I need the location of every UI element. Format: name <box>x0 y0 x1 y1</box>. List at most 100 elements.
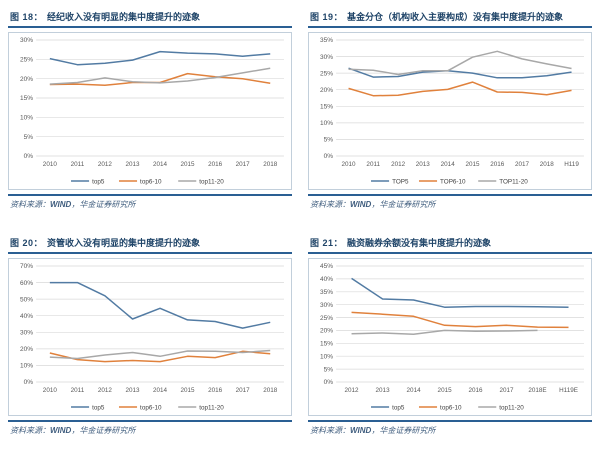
svg-text:10%: 10% <box>20 115 33 122</box>
fig19-label: 图 19： <box>310 12 344 22</box>
fig18-source-note: 资料来源：WIND，华金证券研究所 <box>8 199 292 210</box>
panel-fig18: 图 18： 经纪收入没有明显的集中度提升的迹象 0% 5% 10% 15% 20% 25%… <box>6 0 294 226</box>
svg-text:2015: 2015 <box>438 387 453 394</box>
svg-text:2017: 2017 <box>515 161 530 168</box>
svg-text:top11-20: top11-20 <box>199 178 224 185</box>
svg-text:top6-10: top6-10 <box>440 404 462 411</box>
fig21-divider <box>308 420 592 422</box>
fig20-title: 资管收入没有明显的集中度提升的迹象 <box>47 238 201 248</box>
svg-text:2014: 2014 <box>407 387 422 394</box>
svg-text:2017: 2017 <box>236 161 251 168</box>
fig18-label: 图 18： <box>10 12 44 22</box>
svg-text:2012: 2012 <box>345 387 360 394</box>
svg-text:20%: 20% <box>320 87 333 94</box>
svg-text:20%: 20% <box>20 76 33 83</box>
fig18-chart-frame: 0% 5% 10% 15% 20% 25% 30% 2010 2011 2012 2013 2014 2… <box>8 32 292 190</box>
source-wind: WIND <box>350 426 372 435</box>
svg-text:30%: 30% <box>320 302 333 309</box>
svg-text:5%: 5% <box>24 134 34 141</box>
svg-text:2010: 2010 <box>43 161 58 168</box>
svg-text:15%: 15% <box>320 341 333 348</box>
svg-text:2016: 2016 <box>208 387 223 394</box>
svg-text:TOP5: TOP5 <box>392 178 409 185</box>
svg-text:2013: 2013 <box>416 161 431 168</box>
fig18-title-row: 图 18： 经纪收入没有明显的集中度提升的迹象 <box>8 10 292 28</box>
svg-text:45%: 45% <box>320 263 333 270</box>
fig20-line-chart: 0% 10% 20% 30% 40% 50% 60% 70% 2010 2011 2012 2013 2… <box>20 263 284 411</box>
fig21-line-chart: 0% 5% 10% 15% 20% 25% 30% 35% 40% 45% 2012 2013 2014… <box>320 263 584 411</box>
svg-text:30%: 30% <box>320 54 333 61</box>
source-suffix: ，华金证券研究所 <box>371 200 436 209</box>
svg-text:2010: 2010 <box>342 161 357 168</box>
svg-text:2012: 2012 <box>98 161 113 168</box>
source-wind: WIND <box>50 200 72 209</box>
svg-text:2017: 2017 <box>236 387 251 394</box>
svg-text:top5: top5 <box>392 404 405 411</box>
svg-text:2014: 2014 <box>441 161 456 168</box>
svg-text:2010: 2010 <box>43 387 58 394</box>
svg-text:2017: 2017 <box>499 387 514 394</box>
source-suffix: ，华金证券研究所 <box>71 200 136 209</box>
svg-text:30%: 30% <box>20 37 33 44</box>
svg-text:50%: 50% <box>20 296 33 303</box>
panel-fig19: 图 19： 基金分仓（机构收入主要构成）没有集中度提升的迹象 0% 5% 10% 15… <box>306 0 594 226</box>
fig19-title-row: 图 19： 基金分仓（机构收入主要构成）没有集中度提升的迹象 <box>308 10 592 28</box>
svg-text:TOP11-20: TOP11-20 <box>499 178 528 185</box>
fig20-chart-frame: 0% 10% 20% 30% 40% 50% 60% 70% 2010 2011 2012 2013 2… <box>8 258 292 416</box>
source-wind: WIND <box>50 426 72 435</box>
svg-text:2011: 2011 <box>71 161 85 168</box>
panel-fig20: 图 20： 资管收入没有明显的集中度提升的迹象 0% 10% 20% 30% 40% 50… <box>6 226 294 452</box>
panel-fig21: 图 21： 融资融券余额没有集中度提升的迹象 0% 5% 10% 15% 20% 25% 3… <box>306 226 594 452</box>
source-suffix: ，华金证券研究所 <box>371 426 436 435</box>
svg-text:40%: 40% <box>20 313 33 320</box>
fig18-title: 经纪收入没有明显的集中度提升的迹象 <box>47 12 201 22</box>
svg-text:70%: 70% <box>20 263 33 270</box>
fig20-title-row: 图 20： 资管收入没有明显的集中度提升的迹象 <box>8 236 292 254</box>
svg-text:2016: 2016 <box>208 161 223 168</box>
svg-text:20%: 20% <box>320 328 333 335</box>
svg-text:20%: 20% <box>20 346 33 353</box>
fig21-title-row: 图 21： 融资融券余额没有集中度提升的迹象 <box>308 236 592 254</box>
fig18-divider <box>8 194 292 196</box>
svg-text:2016: 2016 <box>468 387 483 394</box>
svg-text:35%: 35% <box>320 289 333 296</box>
svg-text:35%: 35% <box>320 37 333 44</box>
source-wind: WIND <box>350 200 372 209</box>
svg-text:40%: 40% <box>320 276 333 283</box>
svg-text:top6-10: top6-10 <box>140 404 162 411</box>
svg-text:2012: 2012 <box>391 161 406 168</box>
svg-text:0%: 0% <box>324 379 334 386</box>
svg-text:30%: 30% <box>20 330 33 337</box>
svg-text:2014: 2014 <box>153 387 168 394</box>
svg-text:2011: 2011 <box>71 387 85 394</box>
source-prefix: 资料来源： <box>10 426 50 435</box>
svg-text:0%: 0% <box>24 153 34 160</box>
fig21-source-note: 资料来源：WIND，华金证券研究所 <box>308 425 592 436</box>
source-prefix: 资料来源： <box>10 200 50 209</box>
fig20-source-note: 资料来源：WIND，华金证券研究所 <box>8 425 292 436</box>
fig19-title: 基金分仓（机构收入主要构成）没有集中度提升的迹象 <box>347 12 564 22</box>
svg-text:25%: 25% <box>20 57 33 64</box>
svg-text:25%: 25% <box>320 70 333 77</box>
svg-text:top11-20: top11-20 <box>199 404 224 411</box>
fig21-chart-frame: 0% 5% 10% 15% 20% 25% 30% 35% 40% 45% 2012 2013 2014… <box>308 258 592 416</box>
svg-text:2011: 2011 <box>366 161 380 168</box>
source-prefix: 资料来源： <box>310 426 350 435</box>
svg-text:2018: 2018 <box>263 387 278 394</box>
svg-text:15%: 15% <box>20 95 33 102</box>
svg-text:top5: top5 <box>92 404 105 411</box>
svg-text:TOP6-10: TOP6-10 <box>440 178 466 185</box>
svg-text:top11-20: top11-20 <box>499 404 524 411</box>
svg-text:2013: 2013 <box>126 387 141 394</box>
svg-text:5%: 5% <box>324 366 334 373</box>
svg-text:10%: 10% <box>320 120 333 127</box>
svg-text:15%: 15% <box>320 104 333 111</box>
source-suffix: ，华金证券研究所 <box>71 426 136 435</box>
svg-text:5%: 5% <box>324 137 334 144</box>
svg-text:top6-10: top6-10 <box>140 178 162 185</box>
svg-text:H119: H119 <box>564 161 579 168</box>
svg-text:2016: 2016 <box>490 161 505 168</box>
fig21-title: 融资融券余额没有集中度提升的迹象 <box>347 238 492 248</box>
fig20-divider <box>8 420 292 422</box>
